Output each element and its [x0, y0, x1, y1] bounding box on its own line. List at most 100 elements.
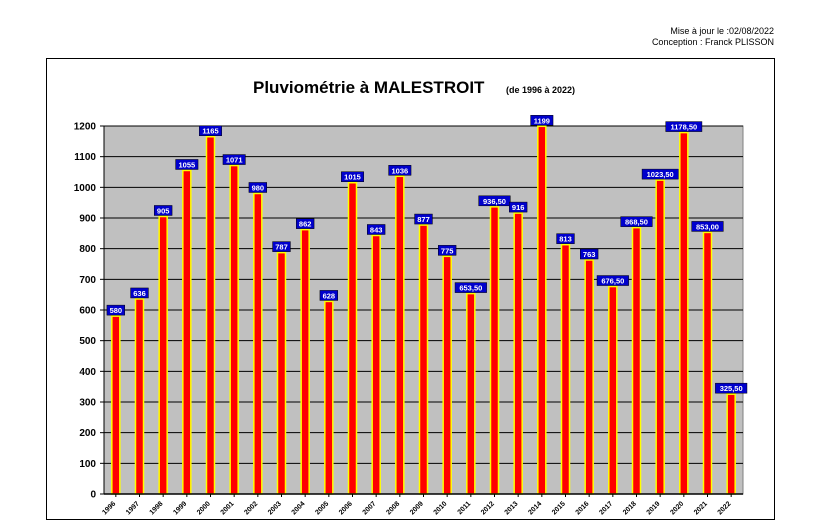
chart-title: Pluviométrie à MALESTROIT — [253, 78, 485, 97]
data-label-background — [691, 221, 724, 232]
data-label: 1071 — [226, 156, 243, 165]
x-tick-label: 1997 — [125, 500, 141, 516]
data-label: 1036 — [391, 166, 408, 175]
data-label-background — [620, 216, 653, 227]
data-label: 580 — [110, 306, 123, 315]
data-label-background — [438, 245, 457, 256]
data-label-background — [199, 125, 222, 136]
x-tick-label: 2018 — [622, 500, 638, 516]
bar — [371, 234, 381, 495]
data-label: 1178,50 — [670, 123, 697, 132]
data-label: 813 — [559, 235, 572, 244]
data-label-background — [478, 195, 511, 207]
data-label-background — [341, 171, 364, 182]
bar — [276, 251, 287, 495]
bar — [608, 285, 618, 495]
bar — [347, 181, 358, 495]
bar — [300, 228, 310, 495]
data-label-background — [665, 121, 703, 132]
data-label-background — [248, 182, 267, 193]
bar — [324, 300, 334, 495]
data-label: 653,50 — [459, 284, 482, 293]
x-tick-label: 2008 — [385, 500, 401, 516]
x-tick-label: 2011 — [457, 500, 473, 516]
x-tick-label: 2010 — [433, 500, 449, 516]
data-label: 1165 — [202, 127, 218, 136]
data-label-background — [580, 248, 599, 260]
y-tick-label: 900 — [79, 214, 96, 225]
x-tick-label: 2015 — [551, 500, 567, 516]
data-label: 916 — [512, 203, 525, 212]
data-label-background — [530, 115, 554, 126]
data-label: 980 — [252, 183, 265, 192]
bar — [442, 255, 452, 495]
header-note: Mise à jour le :02/08/2022 Conception : … — [652, 26, 774, 48]
data-label: 868,50 — [625, 218, 648, 227]
x-tick-label: 2001 — [220, 500, 236, 516]
bar — [655, 179, 665, 495]
bar — [253, 192, 263, 495]
data-label-background — [319, 290, 338, 301]
update-date-text: Mise à jour le :02/08/2022 — [670, 26, 774, 36]
x-tick-label: 2022 — [717, 500, 733, 516]
bar — [537, 125, 547, 495]
bar — [418, 224, 429, 495]
data-label-background — [296, 218, 315, 229]
bar — [489, 206, 500, 495]
x-axis: 1996 1997 1998 1999 2000 2001 2002 2003 2004 2005… — [101, 493, 743, 516]
bars: 580 636 905 1055 1165 1071 980 787 862 628 1015 843… — [106, 115, 748, 495]
author-credit-text: Conception : Franck PLISSON — [651, 37, 774, 47]
data-label-background — [454, 282, 487, 293]
data-label: 1015 — [344, 173, 361, 182]
bar — [205, 135, 216, 495]
y-tick-label: 0 — [90, 490, 96, 501]
rainfall-bar-chart: Pluviométrie à MALESTROIT (de 1996 à 202… — [74, 78, 748, 516]
data-label-background — [641, 168, 679, 180]
x-tick-label: 2012 — [480, 500, 496, 516]
data-label: 853,00 — [696, 222, 719, 231]
y-tick-label: 700 — [79, 275, 96, 286]
y-tick-label: 800 — [79, 244, 96, 255]
y-tick-label: 400 — [79, 367, 96, 378]
data-label-background — [367, 224, 386, 235]
bar — [395, 175, 405, 495]
x-tick-label: 2003 — [267, 500, 283, 516]
data-label: 1023,50 — [647, 170, 674, 179]
data-label: 775 — [441, 246, 454, 255]
bar — [560, 243, 571, 495]
data-label: 905 — [157, 206, 170, 215]
bar — [631, 226, 642, 495]
data-label: 1055 — [178, 160, 195, 169]
y-tick-label: 300 — [79, 398, 96, 409]
y-tick-label: 600 — [79, 306, 96, 317]
data-label-background — [509, 201, 528, 213]
chart-subtitle: (de 1996 à 2022) — [506, 85, 575, 95]
data-label: 1199 — [534, 116, 550, 125]
data-label: 676,50 — [601, 277, 624, 286]
x-tick-label: 2006 — [338, 500, 354, 516]
chart-frame: Pluviométrie à MALESTROIT (de 1996 à 202… — [46, 58, 775, 520]
y-axis: 0 100 200 300 400 500 600 700 800 900 1000 1100 1200 — [74, 122, 105, 501]
x-tick-label: 1996 — [101, 500, 117, 516]
bar — [134, 298, 145, 495]
bar — [182, 169, 192, 495]
data-label: 763 — [583, 250, 596, 259]
x-tick-label: 2020 — [669, 500, 685, 516]
x-tick-label: 2002 — [243, 500, 259, 516]
x-tick-label: 2019 — [646, 500, 662, 516]
x-tick-label: 2017 — [598, 500, 614, 516]
data-label: 787 — [275, 243, 288, 252]
data-label-background — [715, 382, 748, 394]
data-label-background — [222, 154, 246, 165]
y-tick-label: 1000 — [74, 183, 97, 194]
data-label: 877 — [417, 215, 430, 224]
data-label-background — [388, 165, 412, 176]
x-tick-label: 2007 — [362, 500, 378, 516]
x-tick-label: 2013 — [504, 500, 520, 516]
data-label-background — [130, 287, 149, 299]
data-label-background — [175, 159, 199, 170]
data-label-background — [556, 233, 575, 244]
data-label: 936,50 — [483, 197, 506, 206]
x-tick-label: 2004 — [291, 500, 307, 516]
bar — [584, 259, 594, 495]
